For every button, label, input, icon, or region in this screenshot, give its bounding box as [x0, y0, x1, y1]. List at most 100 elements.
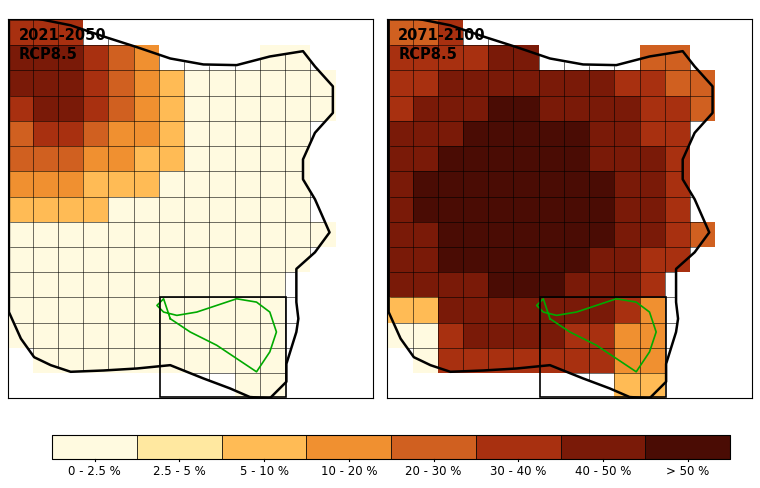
Bar [640, 96, 665, 121]
Bar [58, 121, 84, 146]
Bar [33, 20, 58, 45]
Bar [589, 272, 614, 298]
Bar [285, 171, 310, 197]
Bar [514, 96, 539, 121]
Bar [438, 323, 463, 348]
Bar [33, 272, 58, 298]
Bar [463, 45, 488, 70]
Bar [210, 96, 235, 121]
Bar [640, 348, 665, 373]
Bar [539, 121, 564, 146]
Bar [8, 197, 33, 222]
Bar [109, 197, 134, 222]
Bar [614, 197, 640, 222]
Bar [260, 121, 285, 146]
Bar [413, 272, 438, 298]
Bar [310, 96, 335, 121]
Bar [564, 197, 589, 222]
Bar [438, 121, 463, 146]
Bar [438, 96, 463, 121]
Bar [160, 298, 287, 397]
Bar [514, 146, 539, 171]
Bar [8, 70, 33, 96]
Bar [438, 45, 463, 70]
Bar [438, 222, 463, 247]
Bar [665, 96, 690, 121]
Bar [33, 222, 58, 247]
Bar [388, 171, 413, 197]
Text: > 50 %: > 50 % [666, 465, 709, 478]
Bar [640, 121, 665, 146]
Bar [210, 222, 235, 247]
Bar [438, 70, 463, 96]
Bar [539, 348, 564, 373]
Bar [539, 197, 564, 222]
Bar [463, 247, 488, 272]
Bar [33, 247, 58, 272]
Bar [84, 272, 109, 298]
Bar [33, 197, 58, 222]
Bar [463, 146, 488, 171]
Bar [184, 348, 210, 373]
Bar [690, 96, 715, 121]
Text: 10 - 20 %: 10 - 20 % [321, 465, 377, 478]
Bar [388, 121, 413, 146]
Bar [235, 70, 260, 96]
Bar [463, 272, 488, 298]
Bar [413, 247, 438, 272]
Bar [134, 348, 159, 373]
Bar [589, 121, 614, 146]
Bar [58, 171, 84, 197]
Bar [463, 96, 488, 121]
Bar [690, 222, 715, 247]
Bar [58, 45, 84, 70]
Bar [58, 348, 84, 373]
Bar [589, 197, 614, 222]
Bar [260, 247, 285, 272]
Bar [134, 272, 159, 298]
Bar [8, 323, 33, 348]
Bar [388, 96, 413, 121]
Bar [285, 70, 310, 96]
Bar [388, 197, 413, 222]
Bar [413, 96, 438, 121]
Bar [33, 298, 58, 323]
Bar [438, 171, 463, 197]
Bar [285, 247, 310, 272]
Bar [260, 96, 285, 121]
Bar [614, 323, 640, 348]
Bar [438, 272, 463, 298]
Bar [58, 323, 84, 348]
Bar [260, 70, 285, 96]
Bar [463, 197, 488, 222]
Bar [137, 435, 222, 459]
Bar [488, 146, 514, 171]
Bar [413, 323, 438, 348]
Bar [488, 247, 514, 272]
Bar [210, 323, 235, 348]
Text: 5 - 10 %: 5 - 10 % [239, 465, 289, 478]
Bar [134, 45, 159, 70]
Bar [540, 298, 666, 397]
Bar [564, 222, 589, 247]
Bar [640, 222, 665, 247]
Bar [210, 348, 235, 373]
Bar [514, 272, 539, 298]
Bar [260, 272, 285, 298]
Bar [388, 45, 413, 70]
Bar [159, 96, 184, 121]
Bar [210, 298, 235, 323]
Bar [134, 121, 159, 146]
Bar [33, 45, 58, 70]
Bar [260, 298, 285, 323]
Bar [84, 146, 109, 171]
Bar [84, 323, 109, 348]
Bar [488, 70, 514, 96]
Bar [33, 70, 58, 96]
Bar [413, 146, 438, 171]
Bar [184, 298, 210, 323]
Bar [260, 171, 285, 197]
Bar [640, 45, 665, 70]
Bar [413, 70, 438, 96]
Bar [564, 298, 589, 323]
